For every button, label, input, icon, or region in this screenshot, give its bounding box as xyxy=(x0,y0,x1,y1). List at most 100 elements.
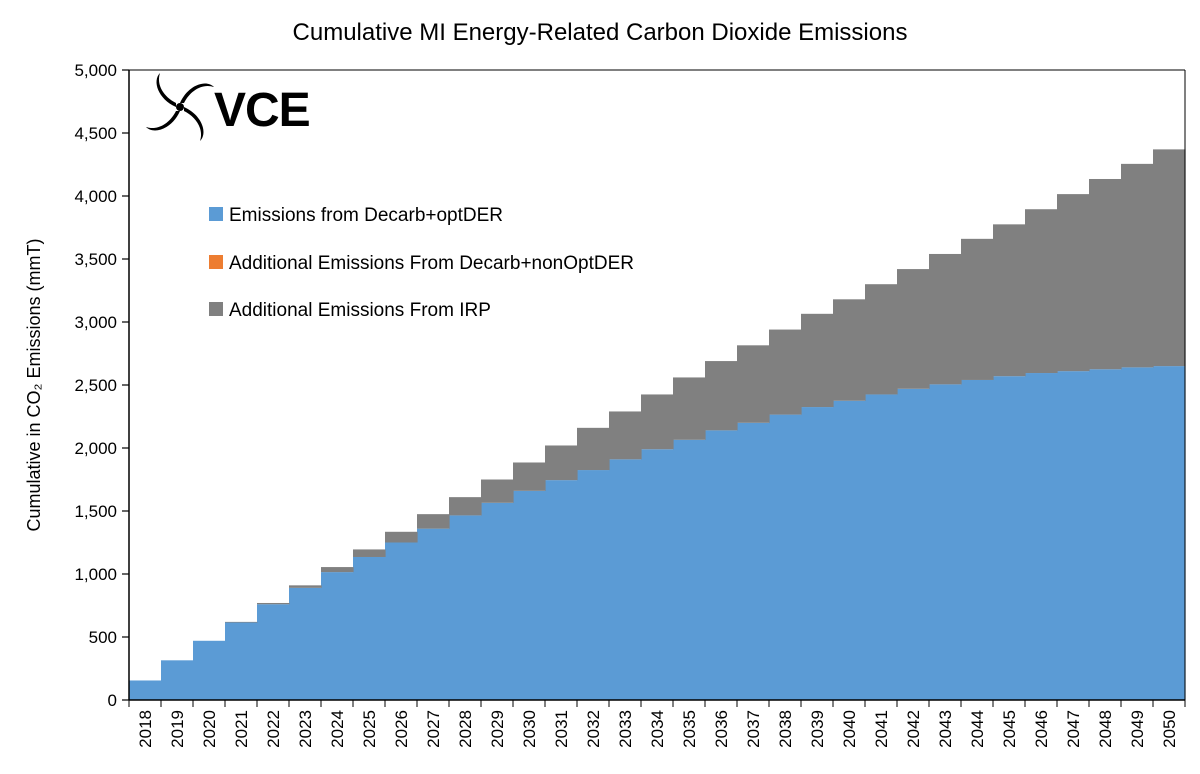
series-3-bar-2021 xyxy=(225,621,258,623)
series-3-bar-2035 xyxy=(673,377,706,440)
series-3-bar-2041 xyxy=(865,284,898,395)
plot-areas xyxy=(129,149,1186,700)
series-3-bar-2048 xyxy=(1089,178,1122,370)
series-3-bar-2040 xyxy=(833,299,866,401)
x-tick-label: 2039 xyxy=(808,710,827,748)
logo-text: VCE xyxy=(214,84,310,137)
series-1-bar-2034 xyxy=(641,449,674,700)
series-3-bar-2030 xyxy=(513,462,546,491)
series-1-bar-2026 xyxy=(385,542,418,700)
legend-swatch xyxy=(209,302,223,316)
y-tick-label: 4,500 xyxy=(74,124,117,143)
series-3-bar-2033 xyxy=(609,411,642,460)
x-tick-label: 2023 xyxy=(296,710,315,748)
x-tick-label: 2024 xyxy=(328,710,347,748)
series-1-bar-2046 xyxy=(1025,373,1058,700)
series-1-bar-2036 xyxy=(705,430,738,700)
series-1-bar-2023 xyxy=(289,587,322,700)
x-tick-label: 2031 xyxy=(552,710,571,748)
x-tick-label: 2033 xyxy=(616,710,635,748)
series-3 xyxy=(225,149,1186,623)
x-tick-label: 2030 xyxy=(520,710,539,748)
vce-logo: VCE xyxy=(146,73,311,141)
x-tick-label: 2032 xyxy=(584,710,603,748)
x-tick-label: 2050 xyxy=(1160,710,1179,748)
series-1-bar-2035 xyxy=(673,439,706,700)
series-1-bar-2039 xyxy=(801,407,834,700)
series-1-bar-2050 xyxy=(1153,366,1186,700)
chart-title: Cumulative MI Energy-Related Carbon Diox… xyxy=(293,19,908,46)
x-tick-label: 2041 xyxy=(872,710,891,748)
series-3-bar-2025 xyxy=(353,549,386,557)
series-3-bar-2047 xyxy=(1057,194,1090,372)
x-tick-label: 2029 xyxy=(488,710,507,748)
series-3-bar-2027 xyxy=(417,514,450,529)
series-3-bar-2032 xyxy=(577,427,610,471)
y-tick-label: 500 xyxy=(89,628,117,647)
series-3-bar-2037 xyxy=(737,345,770,423)
series-1-bar-2042 xyxy=(897,388,930,700)
series-3-bar-2042 xyxy=(897,269,930,389)
x-tick-label: 2042 xyxy=(904,710,923,748)
series-3-bar-2050 xyxy=(1153,149,1186,367)
series-1-bar-2022 xyxy=(257,604,290,700)
series-1-bar-2047 xyxy=(1057,371,1090,700)
y-axis-label: Cumulative in CO₂ Emissions (mmT) xyxy=(24,238,44,531)
x-tick-label: 2043 xyxy=(936,710,955,748)
y-tick-label: 2,500 xyxy=(74,376,117,395)
series-1-bar-2032 xyxy=(577,470,610,700)
x-tick-label: 2038 xyxy=(776,710,795,748)
x-tick-label: 2028 xyxy=(456,710,475,748)
legend-item-1: Emissions from Decarb+optDER xyxy=(209,205,503,226)
series-1-bar-2025 xyxy=(353,556,386,700)
series-1-bar-2019 xyxy=(161,660,194,700)
series-3-bar-2023 xyxy=(289,585,322,588)
series-3-bar-2026 xyxy=(385,531,418,543)
series-3-bar-2044 xyxy=(961,238,994,380)
series-1 xyxy=(129,366,1186,700)
x-tick-label: 2040 xyxy=(840,710,859,748)
series-3-bar-2049 xyxy=(1121,163,1154,368)
x-tick-label: 2045 xyxy=(1000,710,1019,748)
legend-item-2: Additional Emissions From Decarb+nonOptD… xyxy=(209,253,634,274)
series-1-bar-2049 xyxy=(1121,367,1154,700)
series-1-bar-2041 xyxy=(865,394,898,700)
x-ticks: 2018 2019 2020 2021 2022 2023 2024 2025 2026 2027… xyxy=(128,700,1186,748)
series-1-bar-2045 xyxy=(993,376,1026,700)
y-tick-label: 1,000 xyxy=(74,565,117,584)
x-tick-label: 2036 xyxy=(712,710,731,748)
legend-label: Additional Emissions From Decarb+nonOptD… xyxy=(229,253,634,274)
y-tick-label: 4,000 xyxy=(74,187,117,206)
x-tick-label: 2026 xyxy=(392,710,411,748)
series-3-bar-2031 xyxy=(545,445,578,481)
series-1-bar-2018 xyxy=(129,680,162,700)
x-tick-label: 2048 xyxy=(1096,710,1115,748)
x-tick-label: 2018 xyxy=(136,710,155,748)
x-tick-label: 2037 xyxy=(744,710,763,748)
x-tick-label: 2025 xyxy=(360,710,379,748)
series-3-bar-2038 xyxy=(769,329,802,415)
x-tick-label: 2027 xyxy=(424,710,443,748)
legend-swatch xyxy=(209,255,223,269)
series-3-bar-2029 xyxy=(481,479,514,503)
legend-swatch xyxy=(209,207,223,221)
series-3-bar-2034 xyxy=(641,394,674,450)
series-1-bar-2021 xyxy=(225,622,258,700)
x-tick-label: 2046 xyxy=(1032,710,1051,748)
y-tick-label: 3,500 xyxy=(74,250,117,269)
series-1-bar-2030 xyxy=(513,490,546,700)
series-3-bar-2043 xyxy=(929,253,962,385)
legend: Emissions from Decarb+optDER Additional E… xyxy=(209,205,634,321)
series-1-bar-2029 xyxy=(481,502,514,700)
legend-item-3: Additional Emissions From IRP xyxy=(209,300,491,321)
y-tick-label: 1,500 xyxy=(74,502,117,521)
y-ticks: 0 500 1,000 1,500 2,000 2,500 3,000 3,500 4,000 4… xyxy=(74,61,129,710)
legend-label: Emissions from Decarb+optDER xyxy=(229,205,503,226)
series-1-bar-2048 xyxy=(1089,369,1122,700)
series-3-bar-2039 xyxy=(801,313,834,408)
x-tick-label: 2022 xyxy=(264,710,283,748)
y-tick-label: 0 xyxy=(108,691,117,710)
series-3-bar-2022 xyxy=(257,602,290,605)
series-1-bar-2031 xyxy=(545,480,578,700)
